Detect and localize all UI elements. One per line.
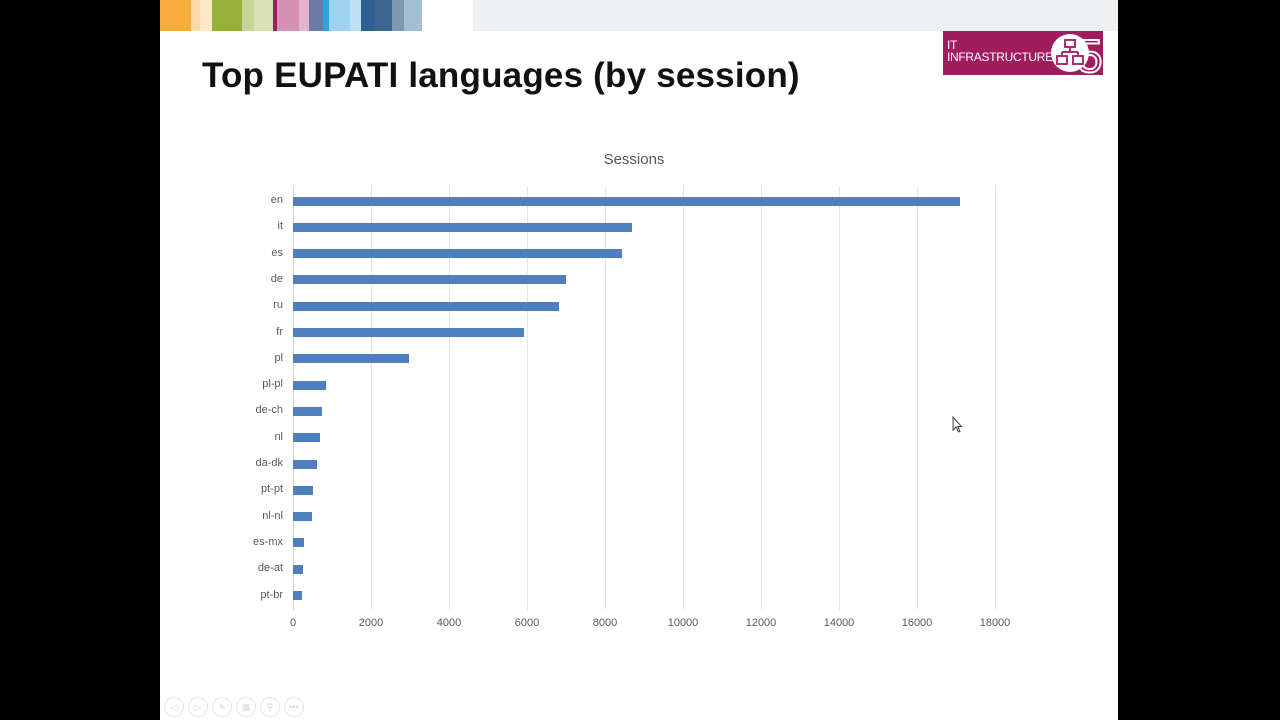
bar-pl-pl	[293, 380, 327, 390]
bar-ru	[293, 301, 559, 311]
category-label: de-at	[257, 562, 283, 575]
header-color-swatch	[200, 0, 212, 31]
header-color-swatch	[160, 0, 191, 31]
bar-de-at	[293, 564, 304, 574]
chart-title: Sessions	[603, 151, 665, 168]
bar-en	[293, 196, 960, 206]
category-label: en	[270, 194, 283, 206]
gridline	[761, 186, 762, 610]
category-label: de-ch	[255, 404, 283, 417]
gridline	[293, 186, 294, 610]
x-tick-label: 14000	[823, 617, 855, 629]
x-tick-label: 12000	[745, 617, 777, 629]
page-title: Top EUPATI languages (by session)	[202, 56, 800, 95]
gridline	[605, 186, 606, 610]
previous-icon[interactable]: ◁	[164, 697, 184, 717]
bar-de	[293, 275, 566, 285]
header-color-swatch	[361, 0, 374, 31]
gridline	[527, 186, 528, 610]
header-color-swatch	[277, 0, 299, 31]
category-label: pt-pt	[260, 483, 283, 496]
bar-es	[293, 249, 623, 259]
header-color-bar	[160, 0, 422, 31]
category-label: nl-nl	[262, 509, 283, 522]
logo-line-2: INFRASTRUCTURE	[947, 50, 1053, 64]
category-label: de	[270, 272, 283, 285]
header-color-swatch	[242, 0, 254, 31]
category-label: ru	[273, 299, 283, 312]
header-color-swatch	[350, 0, 361, 31]
zoom-icon[interactable]: ⚲	[260, 697, 280, 717]
x-tick-label: 2000	[358, 617, 384, 629]
slideshow-controls: ◁ ▷ ✎ ▦ ⚲ •••	[164, 697, 304, 717]
gridline	[683, 186, 684, 610]
header-color-swatch	[299, 0, 309, 31]
category-label: fr	[276, 325, 283, 338]
header-color-swatch	[254, 0, 273, 31]
bar-pt-pt	[293, 485, 313, 495]
header-color-swatch	[392, 0, 404, 31]
header-color-swatch	[309, 0, 323, 31]
category-label: es-mx	[253, 535, 283, 548]
gridline	[995, 186, 996, 610]
category-label: da-dk	[255, 457, 283, 469]
header-strip	[473, 0, 1118, 31]
bar-nl-nl	[293, 512, 313, 522]
network-icon: 5	[1051, 31, 1103, 75]
x-tick-label: 8000	[592, 617, 618, 629]
more-icon[interactable]: •••	[284, 697, 304, 717]
header-color-swatch	[374, 0, 392, 31]
x-tick-label: 6000	[514, 617, 540, 629]
bar-es-mx	[293, 538, 304, 548]
header-color-swatch	[212, 0, 242, 31]
x-tick-label: 16000	[901, 617, 933, 629]
next-icon[interactable]: ▷	[188, 697, 208, 717]
pen-icon[interactable]: ✎	[212, 697, 232, 717]
category-label: pl-pl	[262, 378, 283, 391]
gridline	[371, 186, 372, 610]
logo-line-1: IT	[947, 38, 958, 52]
category-label: nl	[274, 430, 283, 443]
x-tick-label: 18000	[979, 617, 1011, 629]
category-label: pt-br	[260, 588, 283, 601]
category-label: es	[271, 246, 283, 259]
slides-icon[interactable]: ▦	[236, 697, 256, 717]
bar-it	[293, 222, 633, 232]
x-tick-label: 10000	[667, 617, 699, 629]
bar-da-dk	[293, 459, 317, 469]
x-tick-label: 4000	[436, 617, 462, 629]
category-label: pl	[274, 351, 283, 364]
bar-fr	[293, 328, 524, 337]
header-color-swatch	[404, 0, 422, 31]
bar-de-ch	[293, 406, 322, 416]
header-color-swatch	[273, 0, 277, 31]
gridline	[839, 186, 840, 610]
gridline	[449, 186, 450, 610]
bar-nl	[293, 433, 320, 443]
it-infrastructure-logo: IT INFRASTRUCTURE 5	[943, 31, 1103, 75]
header-color-swatch	[191, 0, 200, 31]
bar-pt-br	[293, 591, 302, 600]
bar-pl	[293, 354, 409, 364]
header-color-swatch	[329, 0, 350, 31]
slide: Top EUPATI languages (by session) IT INF…	[160, 0, 1118, 720]
mouse-cursor-icon	[952, 416, 963, 433]
header-color-swatch	[323, 0, 329, 31]
gridline	[917, 186, 918, 610]
x-tick-label: 0	[289, 617, 297, 629]
category-label: it	[277, 220, 284, 233]
